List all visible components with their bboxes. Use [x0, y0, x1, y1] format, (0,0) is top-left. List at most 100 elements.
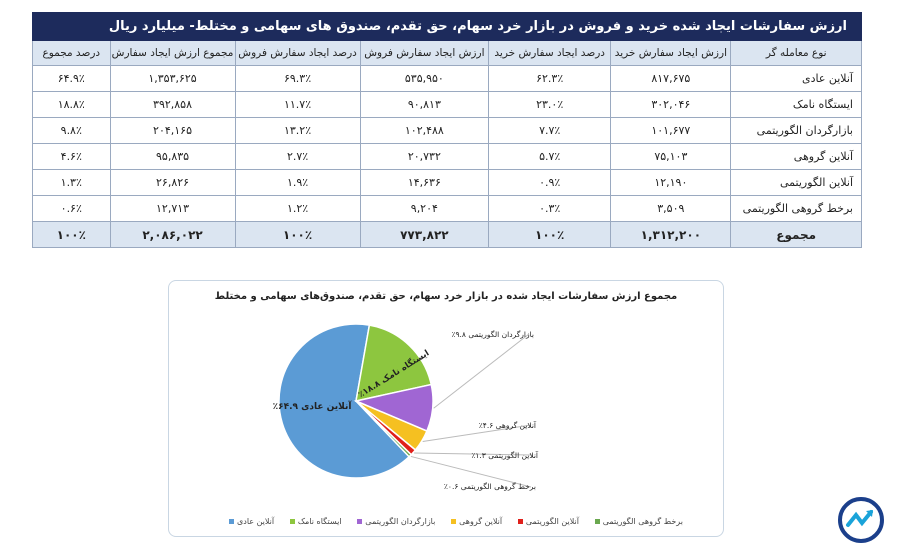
column-header: ارزش ایجاد سفارش خرید	[610, 40, 732, 66]
value-cell: ۳۹۲,۸۵۸	[109, 91, 236, 118]
value-cell: ۵.۷٪	[488, 143, 612, 170]
total-cell: ۱,۳۱۲,۲۰۰	[610, 221, 732, 248]
value-cell: ۲۳.۰٪	[488, 91, 612, 118]
value-cell: ۱۴,۶۳۶	[359, 169, 490, 196]
value-cell: ۱۸.۸٪	[32, 91, 111, 118]
value-cell: ۵۳۵,۹۵۰	[359, 65, 490, 92]
value-cell: ۲۰,۷۳۲	[359, 143, 490, 170]
value-cell: ۲۰۴,۱۶۵	[109, 117, 236, 144]
legend-label: ایستگاه نامک	[297, 517, 342, 526]
pie-chart: آنلاین عادی ۶۴.۹٪ایستگاه نامک ۱۸.۸٪بازار…	[273, 323, 539, 491]
legend-item: آنلاین الگوریتمی	[517, 517, 579, 526]
total-cell: مجموع	[730, 221, 862, 248]
value-cell: ۳۰۲,۰۴۶	[610, 91, 732, 118]
column-header: نوع معامله گر	[730, 40, 862, 66]
table-row: برخط گروهی الگوریتمی ۳,۵۰۹ ۰.۳٪ ۹,۲۰۴ ۱.۲٪ ۱۲…	[32, 195, 862, 222]
table-row: آنلاین الگوریتمی ۱۲,۱۹۰ ۰.۹٪ ۱۴,۶۳۶ ۱.۹٪ ۲۶,۸…	[32, 169, 862, 196]
leader-line	[410, 455, 532, 488]
legend-label: آنلاین الگوریتمی	[525, 517, 579, 526]
chart-title: مجموع ارزش سفارشات ایجاد شده در بازار خر…	[214, 291, 678, 302]
value-cell: ۱.۳٪	[32, 169, 111, 196]
value-cell: ۰.۶٪	[32, 195, 111, 222]
value-cell: ۶۹.۳٪	[234, 65, 361, 92]
table-row: بازارگردان الگوریتمی ۱۰۱,۶۷۷ ۷.۷٪ ۱۰۲,۴۸۸ ۱۳…	[32, 117, 862, 144]
legend-swatch	[451, 519, 457, 524]
table-row: ایستگاه نامک ۳۰۲,۰۴۶ ۲۳.۰٪ ۹۰,۸۱۳ ۱۱.۷٪ ۳۹۲,۸…	[32, 91, 862, 118]
leader-line	[414, 452, 534, 456]
value-cell: ۲۶,۸۲۶	[109, 169, 236, 196]
value-cell: ۹,۲۰۴	[359, 195, 490, 222]
value-cell: ۹.۸٪	[32, 117, 111, 144]
total-row: مجموع ۱,۳۱۲,۲۰۰ ۱۰۰٪ ۷۷۳,۸۲۲ ۱۰۰٪ ۲,۰۸۶,۰۲۲ ۱۰…	[32, 221, 862, 248]
value-cell: ۱۳.۲٪	[234, 117, 361, 144]
column-header: درصد ایجاد سفارش خرید	[488, 40, 612, 66]
orders-table: ارزش سفارشات ایجاد شده خرید و فروش در با…	[32, 12, 862, 248]
data-label: برخط گروهی الگوریتمی ۰.۶٪	[444, 482, 536, 491]
value-cell: ۹۵,۸۳۵	[109, 143, 236, 170]
legend-swatch	[594, 519, 600, 524]
total-cell: ۱۰۰٪	[234, 221, 361, 248]
column-header: درصد ایجاد سفارش فروش	[234, 40, 361, 66]
trader-type-cell: آنلاین عادی	[730, 65, 862, 92]
value-cell: ۱۲,۷۱۳	[109, 195, 236, 222]
leader-line	[422, 424, 532, 442]
chart-legend: آنلاین عادی ایستگاه نامک بازارگردان الگوری…	[229, 517, 683, 526]
total-cell: ۲,۰۸۶,۰۲۲	[109, 221, 236, 248]
value-cell: ۴.۶٪	[32, 143, 111, 170]
table-row: آنلاین عادی ۸۱۷,۶۷۵ ۶۲.۳٪ ۵۳۵,۹۵۰ ۶۹.۳٪ ۱,۳۵۳…	[32, 65, 862, 92]
value-cell: ۱۱.۷٪	[234, 91, 361, 118]
value-cell: ۱.۹٪	[234, 169, 361, 196]
value-cell: ۹۰,۸۱۳	[359, 91, 490, 118]
column-header: مجموع ارزش ایجاد سفارش	[109, 40, 236, 66]
total-cell: ۱۰۰٪	[32, 221, 111, 248]
legend-swatch	[229, 519, 234, 524]
value-cell: ۰.۹٪	[488, 169, 612, 196]
table-title: ارزش سفارشات ایجاد شده خرید و فروش در با…	[32, 12, 862, 41]
value-cell: ۱,۳۵۳,۶۲۵	[109, 65, 236, 92]
value-cell: ۲.۷٪	[234, 143, 361, 170]
legend-item: آنلاین گروهی	[451, 517, 502, 526]
legend-label: آنلاین عادی	[237, 517, 275, 526]
pie-slice	[355, 324, 433, 402]
legend-swatch	[357, 519, 363, 524]
trader-type-cell: آنلاین گروهی	[730, 143, 862, 170]
value-cell: ۳,۵۰۹	[610, 195, 732, 222]
pie-slice	[278, 323, 411, 479]
legend-item: ایستگاه نامک	[289, 517, 342, 526]
table-row: آنلاین گروهی ۷۵,۱۰۳ ۵.۷٪ ۲۰,۷۳۲ ۲.۷٪ ۹۵,۸۳۵ ۴.…	[32, 143, 862, 170]
value-cell: ۷۵,۱۰۳	[610, 143, 732, 170]
data-label: آنلاین گروهی ۴.۶٪	[479, 420, 537, 430]
total-cell: ۱۰۰٪	[488, 221, 612, 248]
legend-label: آنلاین گروهی	[459, 517, 503, 526]
trader-type-cell: ایستگاه نامک	[730, 91, 862, 118]
column-header: ارزش ایجاد سفارش فروش	[359, 40, 490, 66]
brand-logo	[838, 497, 884, 543]
value-cell: ۸۱۷,۶۷۵	[610, 65, 732, 92]
table-header-row: نوع معامله گر ارزش ایجاد سفارش خرید درصد ا…	[32, 40, 862, 66]
column-header: درصد مجموع	[32, 40, 111, 66]
trader-type-cell: بازارگردان الگوریتمی	[730, 117, 862, 144]
pie-chart-panel: مجموع ارزش سفارشات ایجاد شده در بازار خر…	[168, 280, 724, 537]
legend-item: آنلاین عادی	[229, 517, 274, 526]
value-cell: ۱۰۲,۴۸۸	[359, 117, 490, 144]
value-cell: ۰.۳٪	[488, 195, 612, 222]
data-label: آنلاین الگوریتمی ۱.۳٪	[471, 450, 539, 460]
legend-item: بازارگردان الگوریتمی	[357, 517, 435, 526]
trader-type-cell: برخط گروهی الگوریتمی	[730, 195, 862, 222]
legend-swatch	[517, 519, 523, 524]
data-label: بازارگردان الگوریتمی ۹.۸٪	[451, 330, 534, 339]
legend-swatch	[289, 519, 295, 524]
trader-type-cell: آنلاین الگوریتمی	[730, 169, 862, 196]
value-cell: ۶۲.۳٪	[488, 65, 612, 92]
total-cell: ۷۷۳,۸۲۲	[359, 221, 490, 248]
value-cell: ۱۰۱,۶۷۷	[610, 117, 732, 144]
legend-label: بازارگردان الگوریتمی	[365, 517, 436, 526]
value-cell: ۷.۷٪	[488, 117, 612, 144]
data-label: آنلاین عادی ۶۴.۹٪	[273, 400, 353, 412]
pie-slice	[355, 400, 413, 458]
value-cell: ۱۲,۱۹۰	[610, 169, 732, 196]
value-cell: ۱.۲٪	[234, 195, 361, 222]
legend-item: برخط گروهی الگوریتمی	[594, 517, 683, 526]
legend-label: برخط گروهی الگوریتمی	[602, 517, 683, 526]
value-cell: ۶۴.۹٪	[32, 65, 111, 92]
